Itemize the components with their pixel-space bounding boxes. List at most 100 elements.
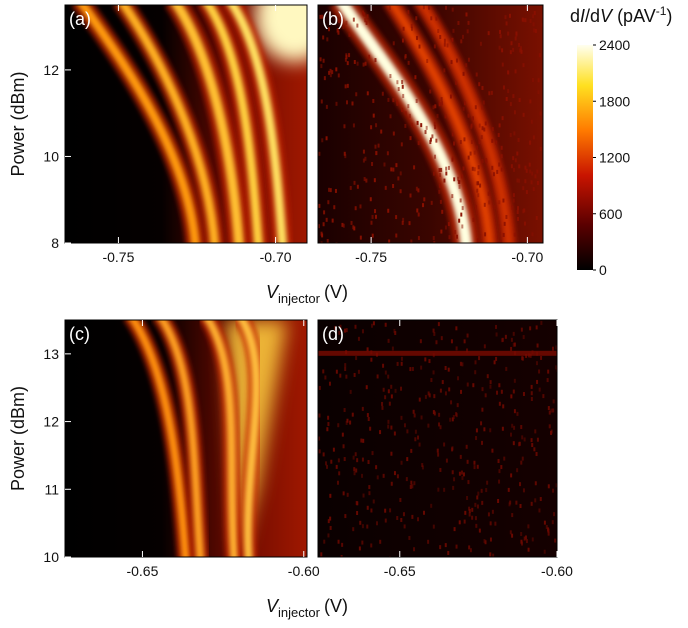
heatmap-noise [531,232,534,237]
heatmap-noise [407,10,410,15]
heatmap-noise [319,57,322,62]
heatmap-noise [380,129,383,134]
heatmap-noise [501,338,504,343]
heatmap-noise [427,539,430,544]
heatmap-noise [517,442,520,447]
heatmap-noise [375,151,378,156]
heatmap-noise [524,165,527,170]
x-tick-label: -0.60 [541,563,573,579]
heatmap-noise [524,535,527,540]
heatmap-noise [424,394,427,399]
heatmap-noise [322,35,325,40]
heatmap-noise [400,415,403,420]
heatmap-noise [322,452,325,457]
heatmap-noise [430,16,433,21]
heatmap-noise [319,14,322,19]
heatmap-noise [361,457,364,462]
heatmap-noise [496,390,499,395]
heatmap-noise [321,233,324,238]
heatmap-noise [552,488,555,493]
heatmap-noise [443,68,446,73]
heatmap-noise [525,168,528,173]
heatmap-noise [350,220,353,225]
heatmap-noise [356,501,359,506]
heatmap-noise [400,142,403,147]
heatmap-noise [525,190,528,195]
x-tick-label: -0.65 [126,563,158,579]
heatmap-noise [466,29,469,34]
heatmap-noise [408,113,411,118]
heatmap-noise [437,452,440,457]
heatmap-noise [476,188,479,193]
heatmap-noise [396,101,399,106]
heatmap-noise [495,356,498,361]
heatmap-noise [410,23,413,28]
heatmap-noise [330,459,333,464]
heatmap-noise [366,347,369,352]
heatmap-noise [372,499,375,504]
heatmap-noise [361,524,364,529]
heatmap-noise [538,508,541,513]
heatmap-noise [451,156,454,161]
heatmap-noise [520,327,523,332]
heatmap-noise [400,517,403,522]
heatmap-noise [529,140,532,145]
heatmap-noise [354,452,357,457]
heatmap-noise [338,18,341,23]
heatmap-noise [403,423,406,428]
heatmap-noise [484,540,487,545]
heatmap-noise [510,394,513,399]
heatmap-noise [358,546,361,551]
heatmap-noise [536,169,539,174]
heatmap-noise [429,140,432,145]
heatmap-noise [512,47,515,52]
heatmap-noise [443,178,446,183]
heatmap-noise [459,361,462,366]
heatmap-noise [413,165,416,170]
heatmap-noise [342,25,345,30]
heatmap-noise [513,167,516,172]
heatmap-noise [476,238,479,243]
heatmap-noise [396,516,399,521]
heatmap-noise [412,409,415,414]
heatmap-noise [481,500,484,505]
heatmap-noise [485,157,488,162]
heatmap-noise [409,484,412,489]
heatmap-noise [402,512,405,517]
heatmap-noise [365,178,368,183]
heatmap-noise [400,460,403,465]
heatmap-noise [477,491,480,496]
heatmap-noise [434,104,437,109]
panel: -0.65 -0.60 (d) [317,319,573,579]
heatmap-noise [496,169,499,174]
heatmap-noise [502,85,505,90]
heatmap-noise [329,493,332,498]
heatmap-noise [450,400,453,405]
colorbar-label-part: V [600,6,614,26]
heatmap-noise [366,524,369,529]
heatmap-noise [480,488,483,493]
heatmap-noise [354,324,357,329]
heatmap-noise [372,113,375,118]
heatmap-noise [475,210,478,215]
heatmap-noise [389,114,392,119]
heatmap-noise [333,205,336,210]
heatmap-noise [498,479,501,484]
heatmap-noise [483,344,486,349]
heatmap-noise [404,111,407,116]
heatmap-noise [346,61,349,66]
heatmap-noise [467,57,470,62]
heatmap-noise [530,396,533,401]
heatmap-noise [377,143,380,148]
heatmap-noise [444,543,447,548]
heatmap-noise [500,145,503,150]
heatmap-noise [397,87,400,92]
heatmap-noise [476,464,479,469]
y-tick-label: 8 [51,235,59,251]
heatmap-noise [478,140,481,145]
heatmap-noise [351,412,354,417]
heatmap-noise [397,176,400,181]
heatmap-noise [476,504,479,509]
heatmap-noise [349,185,352,190]
heatmap-noise [438,422,441,427]
